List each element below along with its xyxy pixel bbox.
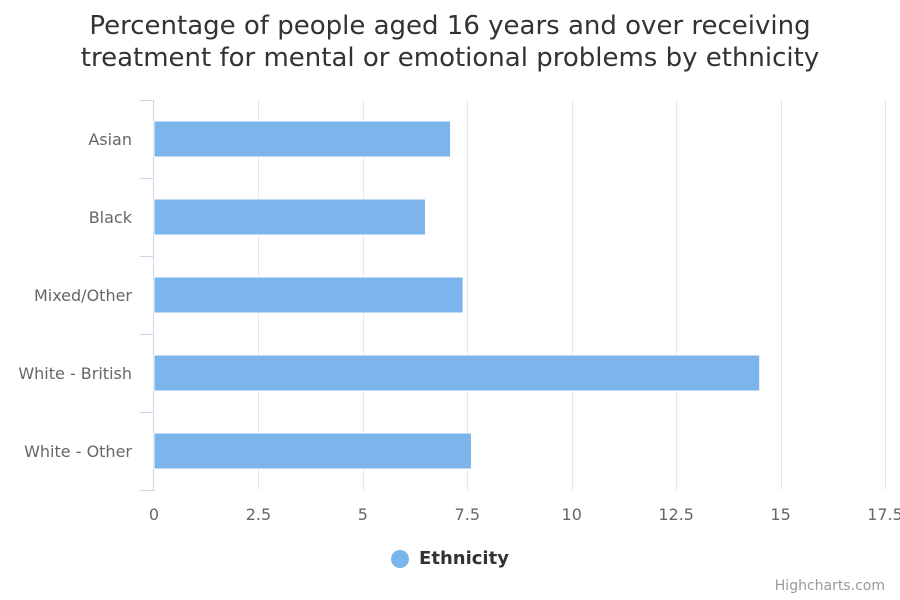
x-tick-label: 10 xyxy=(562,505,582,524)
legend-item-ethnicity[interactable]: Ethnicity xyxy=(391,548,509,569)
chart-title: Percentage of people aged 16 years and o… xyxy=(0,10,900,74)
chart-title-line-2: treatment for mental or emotional proble… xyxy=(80,43,820,73)
x-tick-label: 12.5 xyxy=(658,505,694,524)
legend-marker-icon xyxy=(391,549,410,568)
credits-link[interactable]: Highcharts.com xyxy=(774,578,885,594)
bar-asian[interactable] xyxy=(153,120,452,158)
category-label: Asian xyxy=(88,130,132,149)
bar-white-other[interactable] xyxy=(153,432,472,470)
category-label: Mixed/Other xyxy=(34,286,132,305)
chart-title-line-1: Percentage of people aged 16 years and o… xyxy=(89,11,811,41)
x-tick-label: 5 xyxy=(358,505,368,524)
category-label: White - British xyxy=(18,364,132,383)
bar-mixed-other[interactable] xyxy=(153,276,464,314)
bar-black[interactable] xyxy=(153,198,427,236)
category-label: Black xyxy=(89,208,133,227)
x-tick-label: 15 xyxy=(770,505,790,524)
x-tick-label: 17.5 xyxy=(867,505,900,524)
legend: Ethnicity xyxy=(0,548,900,569)
legend-label: Ethnicity xyxy=(419,548,509,569)
category-label: White - Other xyxy=(24,442,132,461)
x-tick-label: 7.5 xyxy=(455,505,480,524)
x-tick-label: 2.5 xyxy=(246,505,271,524)
x-tick-label: 0 xyxy=(149,505,159,524)
bar-white-british[interactable] xyxy=(153,354,761,392)
